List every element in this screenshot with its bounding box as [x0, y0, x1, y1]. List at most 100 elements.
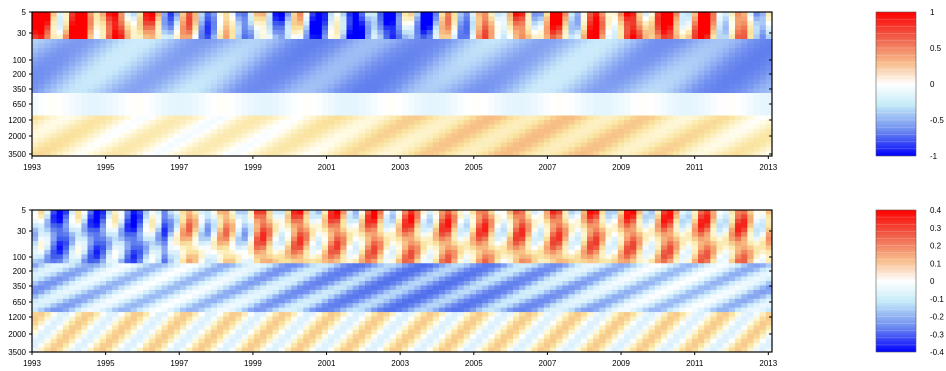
- heatmap-cell: [235, 30, 243, 35]
- heatmap-cell: [223, 39, 230, 44]
- heatmap-cell: [747, 223, 754, 229]
- heatmap-cell: [531, 57, 539, 62]
- heatmap-cell: [106, 93, 113, 98]
- heatmap-cell: [106, 223, 113, 229]
- heatmap-cell: [636, 151, 643, 157]
- heatmap-cell: [543, 147, 551, 152]
- heatmap-cell: [500, 34, 508, 40]
- heatmap-cell: [414, 88, 421, 94]
- heatmap-cell: [513, 75, 520, 80]
- heatmap-cell: [303, 93, 310, 98]
- heatmap-cell: [371, 25, 378, 31]
- heatmap-cell: [358, 75, 366, 80]
- heatmap-cell: [389, 75, 397, 80]
- heatmap-cell: [291, 88, 298, 94]
- heatmap-cell: [759, 75, 767, 80]
- heatmap-cell: [247, 129, 255, 134]
- heatmap-cell: [506, 52, 514, 58]
- heatmap-cell: [334, 39, 341, 44]
- heatmap-cell: [254, 111, 261, 116]
- heatmap-cell: [494, 75, 502, 80]
- heatmap-cell: [654, 52, 662, 58]
- heatmap-cell: [365, 106, 372, 112]
- heatmap-cell: [636, 102, 643, 107]
- heatmap-cell: [439, 245, 446, 251]
- heatmap-cell: [735, 106, 742, 112]
- heatmap-cell: [611, 142, 619, 148]
- heatmap-cell: [710, 241, 717, 246]
- heatmap-cell: [315, 43, 323, 49]
- heatmap-cell: [704, 236, 711, 242]
- heatmap-cell: [506, 66, 514, 71]
- heatmap-cell: [365, 120, 372, 125]
- heatmap-cell: [525, 241, 532, 246]
- heatmap-cell: [260, 93, 267, 98]
- heatmap-cell: [395, 25, 403, 31]
- heatmap-cell: [741, 236, 748, 242]
- heatmap-cell: [445, 16, 452, 22]
- heatmap-cell: [463, 210, 471, 215]
- heatmap-cell: [81, 61, 88, 67]
- heatmap-cell: [155, 30, 162, 35]
- heatmap-cell: [340, 61, 347, 67]
- heatmap-cell: [136, 106, 144, 112]
- heatmap-cell: [106, 111, 113, 116]
- heatmap-cell: [469, 236, 477, 242]
- heatmap-cell: [506, 61, 514, 67]
- heatmap-cell: [722, 93, 730, 98]
- heatmap-cell: [741, 111, 748, 116]
- heatmap-cell: [161, 210, 169, 215]
- heatmap-cell: [377, 241, 384, 246]
- heatmap-cell: [568, 88, 576, 94]
- heatmap-cell: [506, 30, 514, 35]
- heatmap-cell: [118, 245, 125, 251]
- heatmap-cell: [451, 124, 458, 130]
- heatmap-cell: [611, 241, 619, 246]
- heatmap-cell: [556, 75, 563, 80]
- heatmap-cell: [328, 61, 335, 67]
- heatmap-cell: [69, 43, 76, 49]
- heatmap-cell: [87, 102, 95, 107]
- heatmap-cell: [439, 66, 446, 71]
- heatmap-cell: [309, 12, 317, 17]
- heatmap-cell: [247, 97, 255, 103]
- heatmap-cell: [469, 97, 477, 103]
- heatmap-cell: [235, 124, 243, 130]
- heatmap-cell: [56, 97, 64, 103]
- heatmap-cell: [69, 102, 76, 107]
- heatmap-cell: [716, 84, 724, 89]
- heatmap-cell: [667, 52, 674, 58]
- heatmap-cell: [469, 115, 477, 121]
- heatmap-cell: [513, 236, 520, 242]
- heatmap-cell: [667, 151, 674, 157]
- heatmap-cell: [654, 151, 662, 157]
- heatmap-cell: [765, 79, 773, 85]
- heatmap-cell: [445, 227, 452, 233]
- heatmap-cell: [334, 88, 341, 94]
- heatmap-cell: [186, 75, 193, 80]
- heatmap-cell: [186, 97, 193, 103]
- heatmap-cell: [488, 52, 495, 58]
- heatmap-cell: [519, 120, 526, 125]
- heatmap-cell: [667, 61, 674, 67]
- heatmap-cell: [611, 120, 619, 125]
- heatmap-cell: [488, 21, 495, 26]
- heatmap-cell: [685, 21, 693, 26]
- heatmap-cell: [685, 111, 693, 116]
- heatmap-cell: [500, 214, 508, 220]
- heatmap-cell: [599, 236, 606, 242]
- heatmap-cell: [75, 48, 82, 53]
- heatmap-cell: [482, 61, 489, 67]
- heatmap-cell: [741, 232, 748, 238]
- x-tick-label: 2005: [465, 163, 483, 172]
- heatmap-cell: [617, 52, 625, 58]
- heatmap-cell: [112, 214, 119, 220]
- heatmap-cell: [106, 97, 113, 103]
- heatmap-cell: [408, 75, 415, 80]
- heatmap-cell: [556, 52, 563, 58]
- heatmap-cell: [284, 57, 292, 62]
- heatmap-cell: [654, 39, 662, 44]
- heatmap-cell: [297, 84, 304, 89]
- heatmap-cell: [587, 16, 594, 22]
- heatmap-cell: [247, 93, 255, 98]
